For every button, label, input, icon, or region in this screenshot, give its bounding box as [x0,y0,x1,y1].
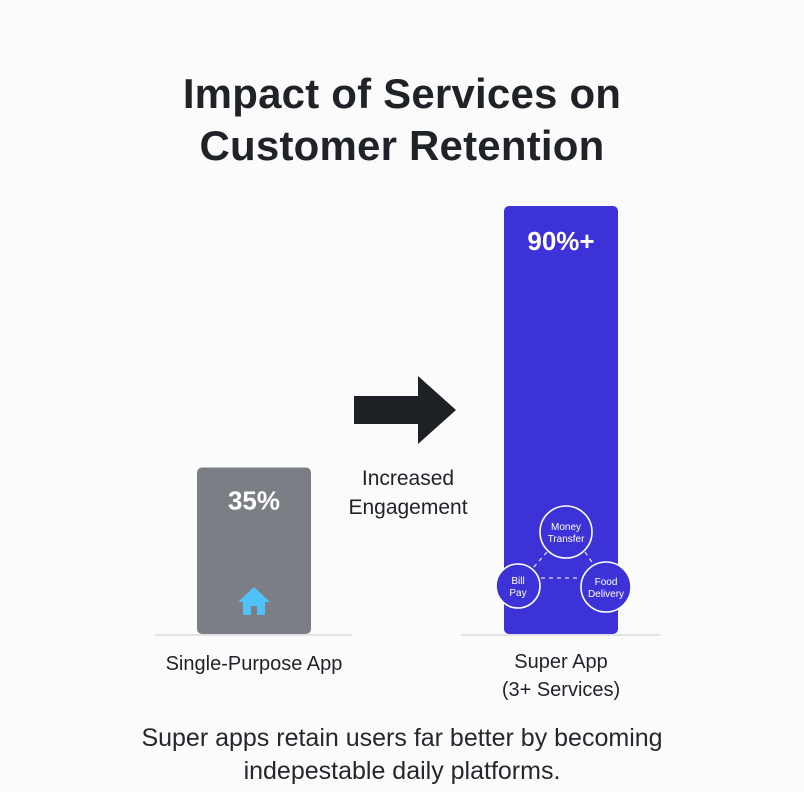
chart-title-line-1: Impact of Services on [182,70,622,117]
value-label-super: 90%+ [527,226,594,256]
service-node-ring-money-transfer [539,505,593,559]
bar-single [197,467,311,634]
service-label-food-delivery-1: Food [595,577,618,588]
chart-caption: Super apps retain users far better by be… [80,722,724,788]
home-icon [238,587,270,615]
category-label-super-1: Super App [514,651,607,673]
category-label-super-2: (3+ Services) [502,679,620,701]
service-node-ring-food-delivery [580,561,632,613]
service-label-food-delivery-2: Delivery [588,589,624,600]
arrow-label-line-1: Increased [362,467,454,490]
value-label-single: 35% [228,486,280,516]
home-icon-shape [238,587,270,615]
service-connector-2 [584,551,595,566]
service-connector-1 [532,551,548,569]
caption-line-1: Super apps retain users far better by be… [141,724,663,752]
right-arrow-icon [354,376,456,444]
service-label-money-transfer-1: Money [551,522,581,533]
service-label-bill-pay-2: Pay [509,588,526,599]
arrow-label-line-2: Engagement [348,496,467,519]
chart-title-line-2: Customer Retention [199,122,605,169]
service-label-money-transfer-2: Transfer [548,534,586,545]
service-node-ring-bill-pay [495,563,541,609]
caption-line-2: indepestable daily platforms. [243,757,561,785]
chart-title: Impact of Services on Customer Retention [0,68,804,172]
service-label-bill-pay-1: Bill [511,576,524,587]
category-label-single-1: Single-Purpose App [166,653,343,675]
